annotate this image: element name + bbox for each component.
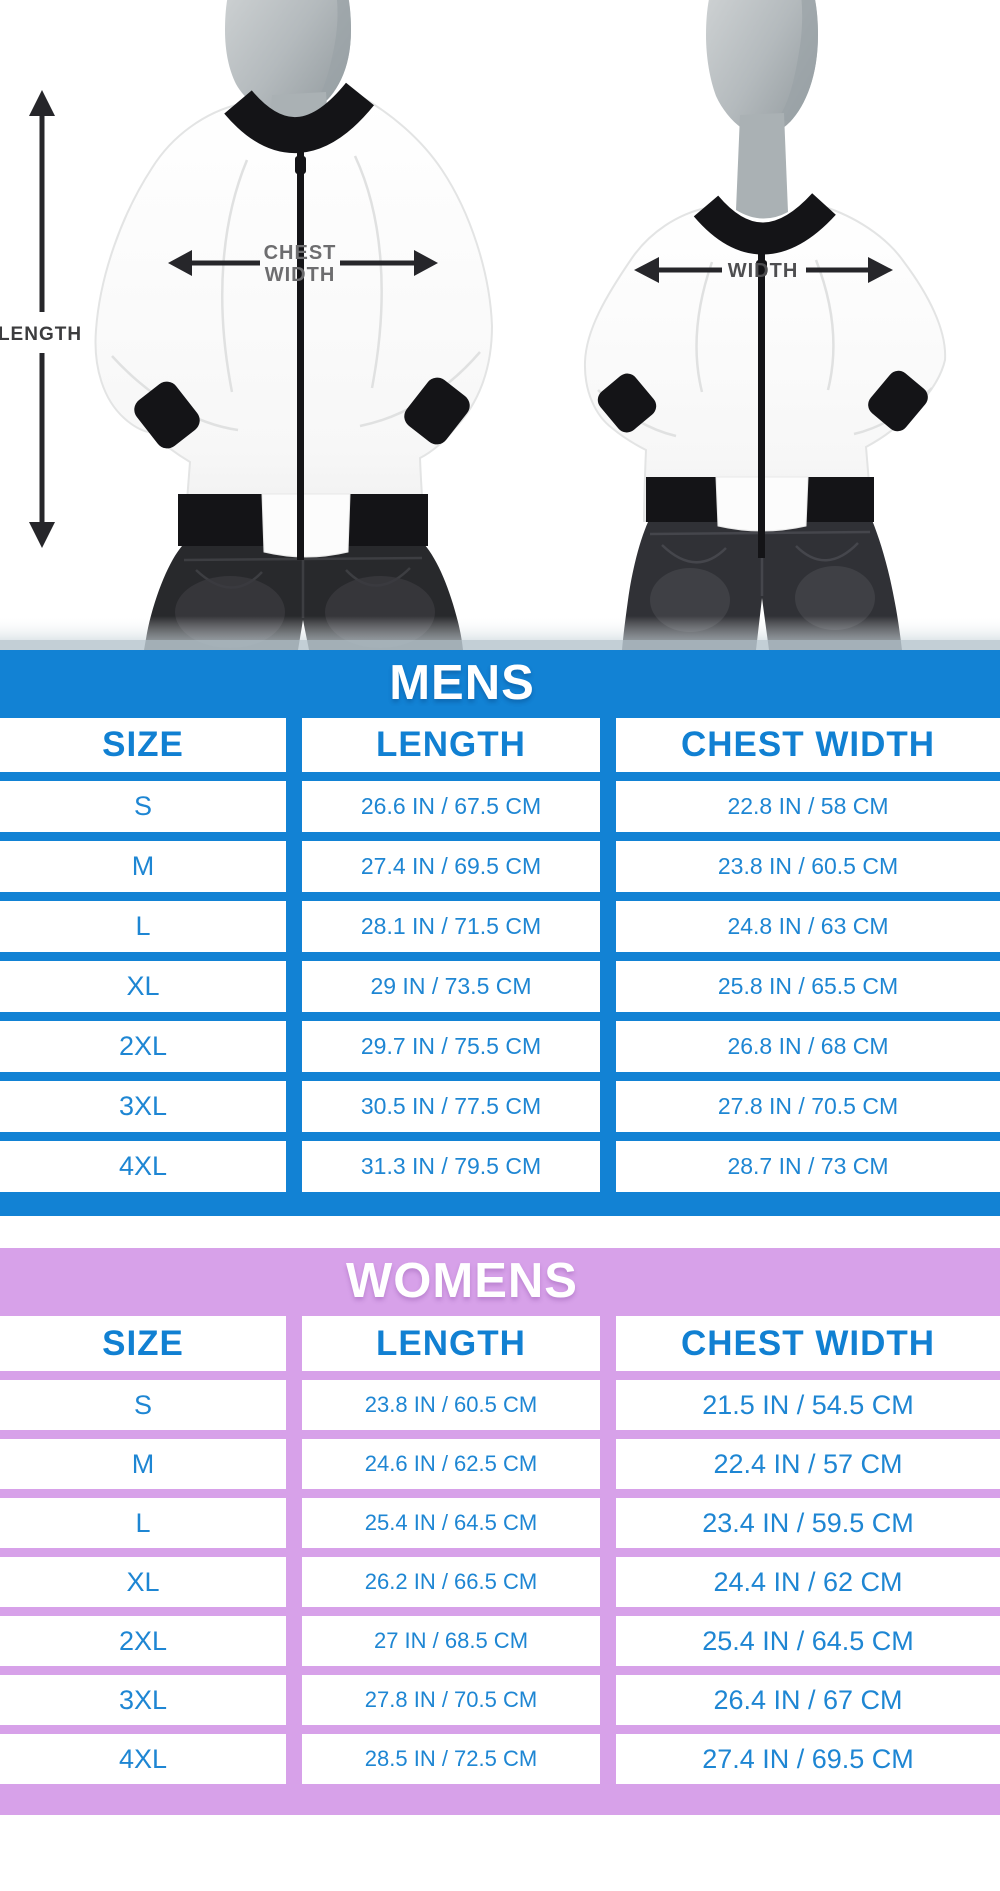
womens-chest-cell: 25.4 IN / 64.5 CM (616, 1616, 1000, 1666)
width-label: WIDTH (728, 260, 799, 282)
mens-length-cell: 31.3 IN / 79.5 CM (302, 1141, 600, 1192)
mens-length-cell: 30.5 IN / 77.5 CM (302, 1081, 600, 1132)
measurement-diagram: LENGTH CHEST WIDTH WIDTH (0, 0, 1000, 650)
womens-right-cuff (868, 370, 928, 432)
mens-size-cell: XL (0, 961, 286, 1012)
womens-size-cell: 3XL (0, 1675, 286, 1725)
womens-length-cell: 24.6 IN / 62.5 CM (302, 1439, 600, 1489)
womens-chest-cell: 22.4 IN / 57 CM (616, 1439, 1000, 1489)
mens-size-table: MENS SIZE LENGTH CHEST WIDTH S 26.6 IN /… (0, 650, 1000, 1216)
womens-mannequin (583, 0, 947, 650)
width-arrow: WIDTH (634, 257, 893, 283)
floor-shadow (0, 616, 1000, 640)
womens-chest-cell: 21.5 IN / 54.5 CM (616, 1380, 1000, 1430)
mens-table-title: MENS (389, 656, 535, 710)
mens-size-cell: S (0, 781, 286, 832)
chest-width-arrow: CHEST WIDTH (168, 242, 438, 286)
womens-header-length: LENGTH (302, 1316, 600, 1371)
womens-length-cell: 23.8 IN / 60.5 CM (302, 1380, 600, 1430)
womens-size-cell: 2XL (0, 1616, 286, 1666)
womens-jacket (583, 204, 947, 523)
mens-zipper (297, 148, 304, 560)
womens-length-cell: 26.2 IN / 66.5 CM (302, 1557, 600, 1607)
length-label: LENGTH (0, 324, 82, 345)
womens-left-cuff (597, 373, 657, 433)
womens-size-table: WOMENS SIZE LENGTH CHEST WIDTH S 23.8 IN… (0, 1248, 1000, 1815)
arrow-up-icon (29, 90, 55, 116)
womens-chest-cell: 24.4 IN / 62 CM (616, 1557, 1000, 1607)
mens-length-cell: 29 IN / 73.5 CM (302, 961, 600, 1012)
womens-size-cell: S (0, 1380, 286, 1430)
womens-zipper-pull (756, 260, 767, 276)
womens-header-chest-width: CHEST WIDTH (616, 1316, 1000, 1371)
mens-size-cell: 2XL (0, 1021, 286, 1072)
mens-chest-cell: 22.8 IN / 58 CM (616, 781, 1000, 832)
mens-size-grid: SIZE LENGTH CHEST WIDTH S 26.6 IN / 67.5… (0, 718, 1000, 1192)
womens-jeans-highlight (795, 566, 875, 630)
mens-size-cell: 3XL (0, 1081, 286, 1132)
womens-chest-cell: 27.4 IN / 69.5 CM (616, 1734, 1000, 1784)
floor-strip (0, 640, 1000, 650)
arrow-down-icon (29, 522, 55, 548)
womens-length-cell: 28.5 IN / 72.5 CM (302, 1734, 600, 1784)
mens-header-size: SIZE (0, 718, 286, 772)
womens-chest-cell: 23.4 IN / 59.5 CM (616, 1498, 1000, 1548)
mens-chest-cell: 26.8 IN / 68 CM (616, 1021, 1000, 1072)
mens-header-length: LENGTH (302, 718, 600, 772)
chest-width-label-line2: WIDTH (265, 264, 336, 286)
mens-chest-cell: 27.8 IN / 70.5 CM (616, 1081, 1000, 1132)
mens-size-cell: M (0, 841, 286, 892)
mens-hem-panel (261, 493, 351, 558)
womens-head-shadow (778, 0, 818, 122)
mens-collar (224, 82, 374, 154)
womens-collar (693, 192, 836, 255)
womens-neck (736, 113, 788, 219)
womens-table-title: WOMENS (346, 1254, 578, 1308)
womens-size-cell: L (0, 1498, 286, 1548)
mens-zipper-pull (295, 156, 306, 174)
arrow-right-icon (868, 257, 893, 283)
mens-right-cuff (404, 377, 470, 445)
womens-size-cell: XL (0, 1557, 286, 1607)
arrow-left-icon (634, 257, 659, 283)
mens-left-cuff (134, 381, 200, 449)
womens-size-cell: 4XL (0, 1734, 286, 1784)
mens-length-cell: 27.4 IN / 69.5 CM (302, 841, 600, 892)
mens-chest-cell: 24.8 IN / 63 CM (616, 901, 1000, 952)
womens-length-cell: 27 IN / 68.5 CM (302, 1616, 600, 1666)
mens-size-cell: L (0, 901, 286, 952)
arrow-right-icon (414, 250, 438, 276)
mens-header-chest-width: CHEST WIDTH (616, 718, 1000, 772)
mens-chest-cell: 28.7 IN / 73 CM (616, 1141, 1000, 1192)
womens-header-size: SIZE (0, 1316, 286, 1371)
mens-chest-cell: 23.8 IN / 60.5 CM (616, 841, 1000, 892)
mens-head-shadow (310, 0, 351, 110)
arrow-left-icon (168, 250, 192, 276)
womens-size-grid: SIZE LENGTH CHEST WIDTH S 23.8 IN / 60.5… (0, 1316, 1000, 1784)
length-arrow: LENGTH (0, 90, 82, 548)
womens-size-cell: M (0, 1439, 286, 1489)
mens-chest-cell: 25.8 IN / 65.5 CM (616, 961, 1000, 1012)
mannequin-scene: LENGTH CHEST WIDTH WIDTH (0, 0, 1000, 650)
chest-width-label-line1: CHEST (264, 242, 337, 264)
mens-length-cell: 26.6 IN / 67.5 CM (302, 781, 600, 832)
mens-length-cell: 29.7 IN / 75.5 CM (302, 1021, 600, 1072)
womens-length-cell: 27.8 IN / 70.5 CM (302, 1675, 600, 1725)
mens-length-cell: 28.1 IN / 71.5 CM (302, 901, 600, 952)
mens-head (225, 0, 351, 118)
womens-chest-cell: 26.4 IN / 67 CM (616, 1675, 1000, 1725)
womens-zipper (758, 252, 765, 558)
womens-length-cell: 25.4 IN / 64.5 CM (302, 1498, 600, 1548)
mens-size-cell: 4XL (0, 1141, 286, 1192)
